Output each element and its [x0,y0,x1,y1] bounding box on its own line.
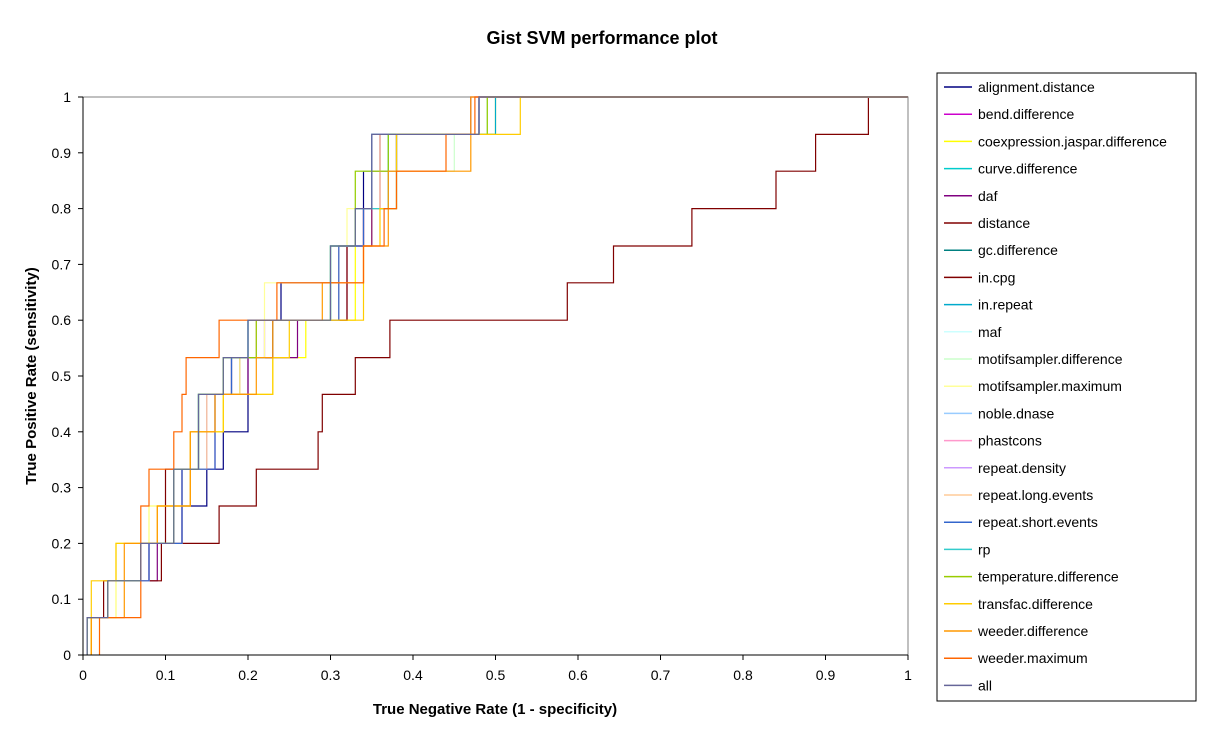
legend-label: distance [978,215,1030,231]
legend-label: gc.difference [978,242,1058,258]
y-tick-label: 1 [63,89,71,105]
y-axis-label: True Positive Rate (sensitivity) [23,267,40,485]
legend-label: weeder.maximum [977,650,1088,666]
x-tick-label: 0.2 [238,667,258,683]
legend-label: weeder.difference [977,623,1088,639]
legend-label: noble.dnase [978,405,1055,421]
legend-label: bend.difference [978,106,1074,122]
chart-title: Gist SVM performance plot [486,28,717,48]
x-axis-label: True Negative Rate (1 - specificity) [373,701,617,718]
x-tick-label: 0.5 [486,667,506,683]
legend-label: repeat.short.events [978,514,1098,530]
y-tick-label: 0.7 [52,256,72,272]
legend-label: repeat.density [978,460,1066,476]
legend-label: in.repeat [978,297,1033,313]
x-tick-label: 0.4 [403,667,423,683]
series-line-weeder-maximum [98,96,908,655]
legend-label: repeat.long.events [978,487,1093,503]
plot-area [82,96,909,656]
legend-label: phastcons [978,433,1042,449]
y-tick-label: 0.5 [52,368,72,384]
x-tick-label: 0.7 [651,667,671,683]
legend-label: all [978,677,992,693]
y-tick-label: 0 [63,647,71,663]
x-tick-label: 1 [904,667,912,683]
series-line-distance [86,96,908,655]
x-ticks: 0 0.1 0.2 0.3 0.4 0.5 0.6 0.7 0.8 0.9 1 [79,655,912,683]
series-line-all [86,96,908,655]
y-ticks: 0 0.1 0.2 0.3 0.4 0.5 0.6 0.7 0.8 0.9 1 [52,89,83,663]
legend-label: motifsampler.maximum [978,378,1122,394]
legend-label: rp [978,541,991,557]
y-tick-label: 0.8 [52,201,72,217]
legend-box [936,72,1197,702]
legend: alignment.distance bend.difference coexpre… [944,79,1167,693]
y-tick-label: 0.1 [52,591,72,607]
legend-label: in.cpg [978,269,1015,285]
legend-label: daf [978,188,998,204]
legend-label: coexpression.jaspar.difference [978,133,1167,149]
legend-label: curve.difference [978,161,1078,177]
series-layer [86,96,908,655]
x-tick-label: 0.1 [156,667,176,683]
y-tick-label: 0.4 [52,424,72,440]
legend-label: alignment.distance [978,79,1095,95]
y-tick-label: 0.2 [52,535,72,551]
x-tick-label: 0.3 [321,667,341,683]
y-tick-label: 0.9 [52,145,72,161]
legend-label: motifsampler.difference [978,351,1123,367]
x-tick-label: 0.8 [733,667,753,683]
legend-label: transfac.difference [978,596,1093,612]
legend-label: temperature.difference [978,569,1119,585]
y-tick-label: 0.3 [52,480,72,496]
y-tick-label: 0.6 [52,312,72,328]
legend-label: maf [978,324,1001,340]
x-tick-label: 0.6 [568,667,588,683]
x-tick-label: 0.9 [816,667,836,683]
x-tick-label: 0 [79,667,87,683]
